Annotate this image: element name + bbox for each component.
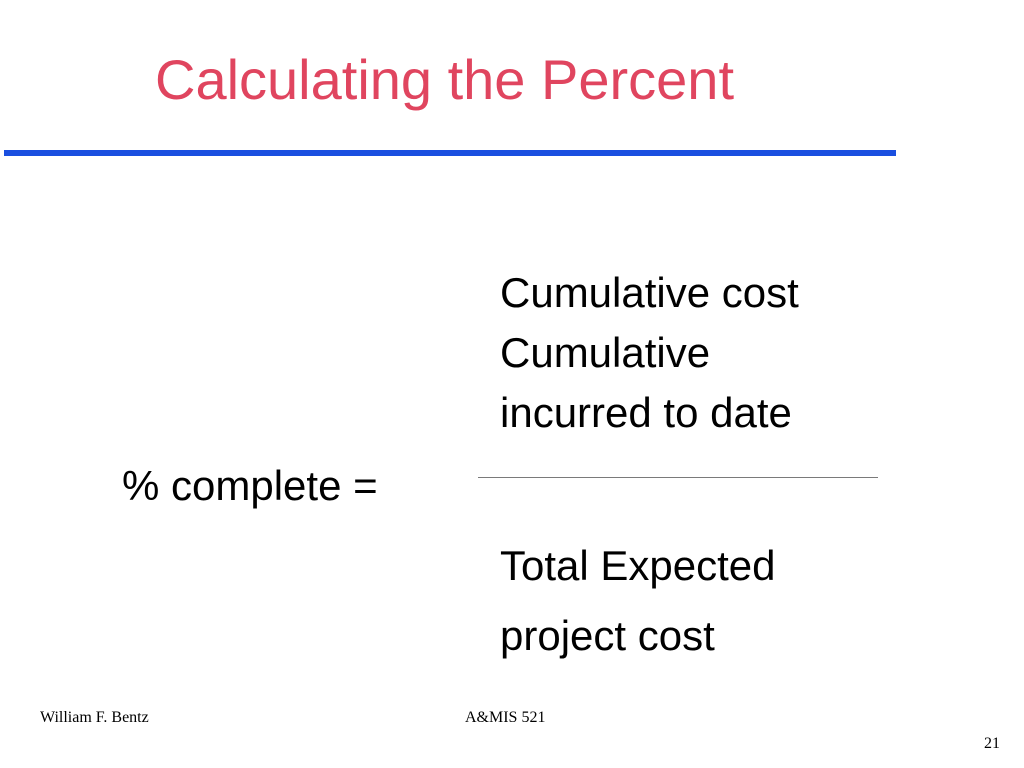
- footer-author: William F. Bentz: [40, 709, 149, 726]
- numerator-line-1: Cumulative cost: [500, 269, 799, 316]
- formula-numerator: Cumulative cost Cumulative incurred to d…: [500, 263, 799, 443]
- denominator-line-1: Total Expected: [500, 542, 776, 589]
- numerator-line-3: incurred to date: [500, 389, 792, 436]
- denominator-line-2: project cost: [500, 612, 715, 659]
- numerator-line-2: Cumulative: [500, 329, 711, 376]
- fraction-bar: [478, 477, 878, 478]
- formula-denominator: Total Expected project cost: [500, 531, 776, 671]
- footer-course: A&MIS 521: [465, 709, 546, 726]
- slide-title: Calculating the Percent: [155, 48, 735, 111]
- page-number: 21: [984, 735, 1000, 752]
- formula-lhs: % complete =: [122, 462, 378, 509]
- title-divider: [4, 150, 896, 156]
